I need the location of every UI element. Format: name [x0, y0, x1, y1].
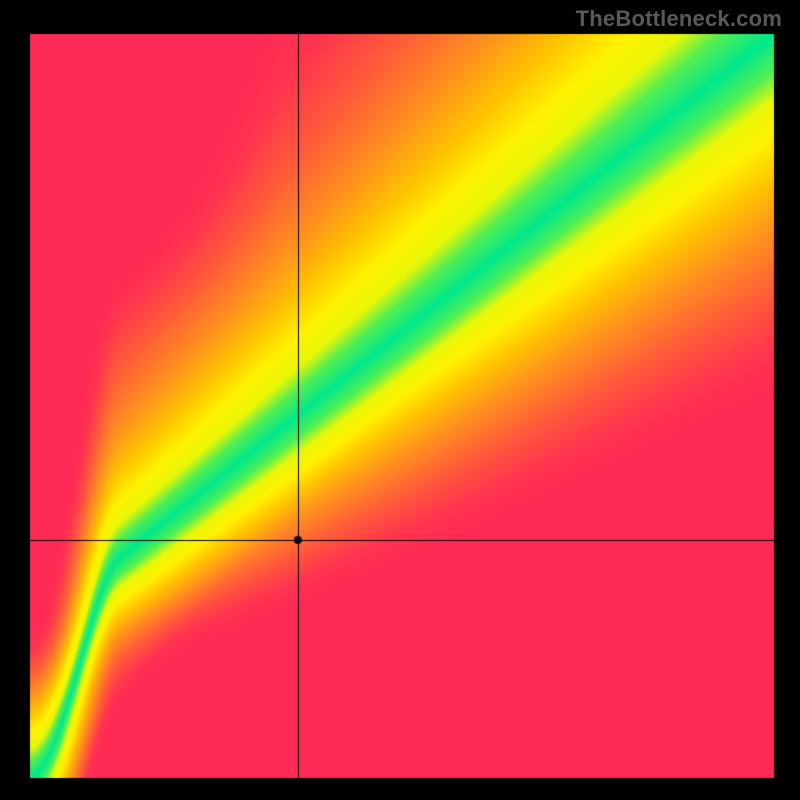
- bottleneck-heatmap: [0, 0, 800, 800]
- chart-container: { "watermark": { "text": "TheBottleneck.…: [0, 0, 800, 800]
- watermark-text: TheBottleneck.com: [576, 6, 782, 32]
